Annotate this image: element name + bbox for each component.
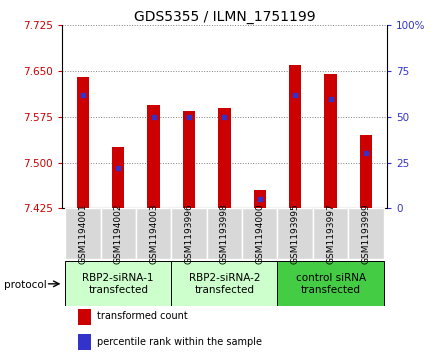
Text: GSM1194002: GSM1194002 bbox=[114, 204, 123, 264]
Bar bbox=[313, 208, 348, 259]
Bar bbox=[78, 309, 91, 325]
Bar bbox=[348, 208, 384, 259]
Bar bbox=[77, 77, 89, 208]
Bar bbox=[360, 135, 372, 208]
Bar bbox=[289, 65, 301, 208]
Bar bbox=[183, 111, 195, 208]
Text: GSM1193997: GSM1193997 bbox=[326, 204, 335, 264]
Bar bbox=[278, 261, 384, 306]
Text: transformed count: transformed count bbox=[97, 311, 188, 321]
Bar bbox=[65, 208, 100, 259]
Text: GSM1193999: GSM1193999 bbox=[362, 204, 370, 264]
Text: GSM1193998: GSM1193998 bbox=[220, 204, 229, 264]
Text: RBP2-siRNA-2
transfected: RBP2-siRNA-2 transfected bbox=[189, 273, 260, 295]
Title: GDS5355 / ILMN_1751199: GDS5355 / ILMN_1751199 bbox=[134, 11, 315, 24]
Text: control siRNA
transfected: control siRNA transfected bbox=[296, 273, 366, 295]
Bar bbox=[207, 208, 242, 259]
Bar bbox=[324, 74, 337, 208]
Bar bbox=[278, 208, 313, 259]
Text: protocol: protocol bbox=[4, 280, 47, 290]
Text: GSM1193996: GSM1193996 bbox=[184, 204, 194, 264]
Bar bbox=[112, 147, 125, 208]
Text: RBP2-siRNA-1
transfected: RBP2-siRNA-1 transfected bbox=[82, 273, 154, 295]
Text: GSM1194000: GSM1194000 bbox=[255, 204, 264, 264]
Text: percentile rank within the sample: percentile rank within the sample bbox=[97, 337, 262, 347]
Bar bbox=[136, 208, 171, 259]
Text: GSM1194001: GSM1194001 bbox=[78, 204, 87, 264]
Bar bbox=[147, 105, 160, 208]
Bar bbox=[65, 261, 171, 306]
Bar bbox=[171, 208, 207, 259]
Bar bbox=[78, 334, 91, 350]
Text: GSM1193995: GSM1193995 bbox=[291, 204, 300, 264]
Bar bbox=[100, 208, 136, 259]
Text: GSM1194003: GSM1194003 bbox=[149, 204, 158, 264]
Bar bbox=[253, 190, 266, 208]
Bar bbox=[242, 208, 278, 259]
Bar bbox=[171, 261, 278, 306]
Bar bbox=[218, 108, 231, 208]
